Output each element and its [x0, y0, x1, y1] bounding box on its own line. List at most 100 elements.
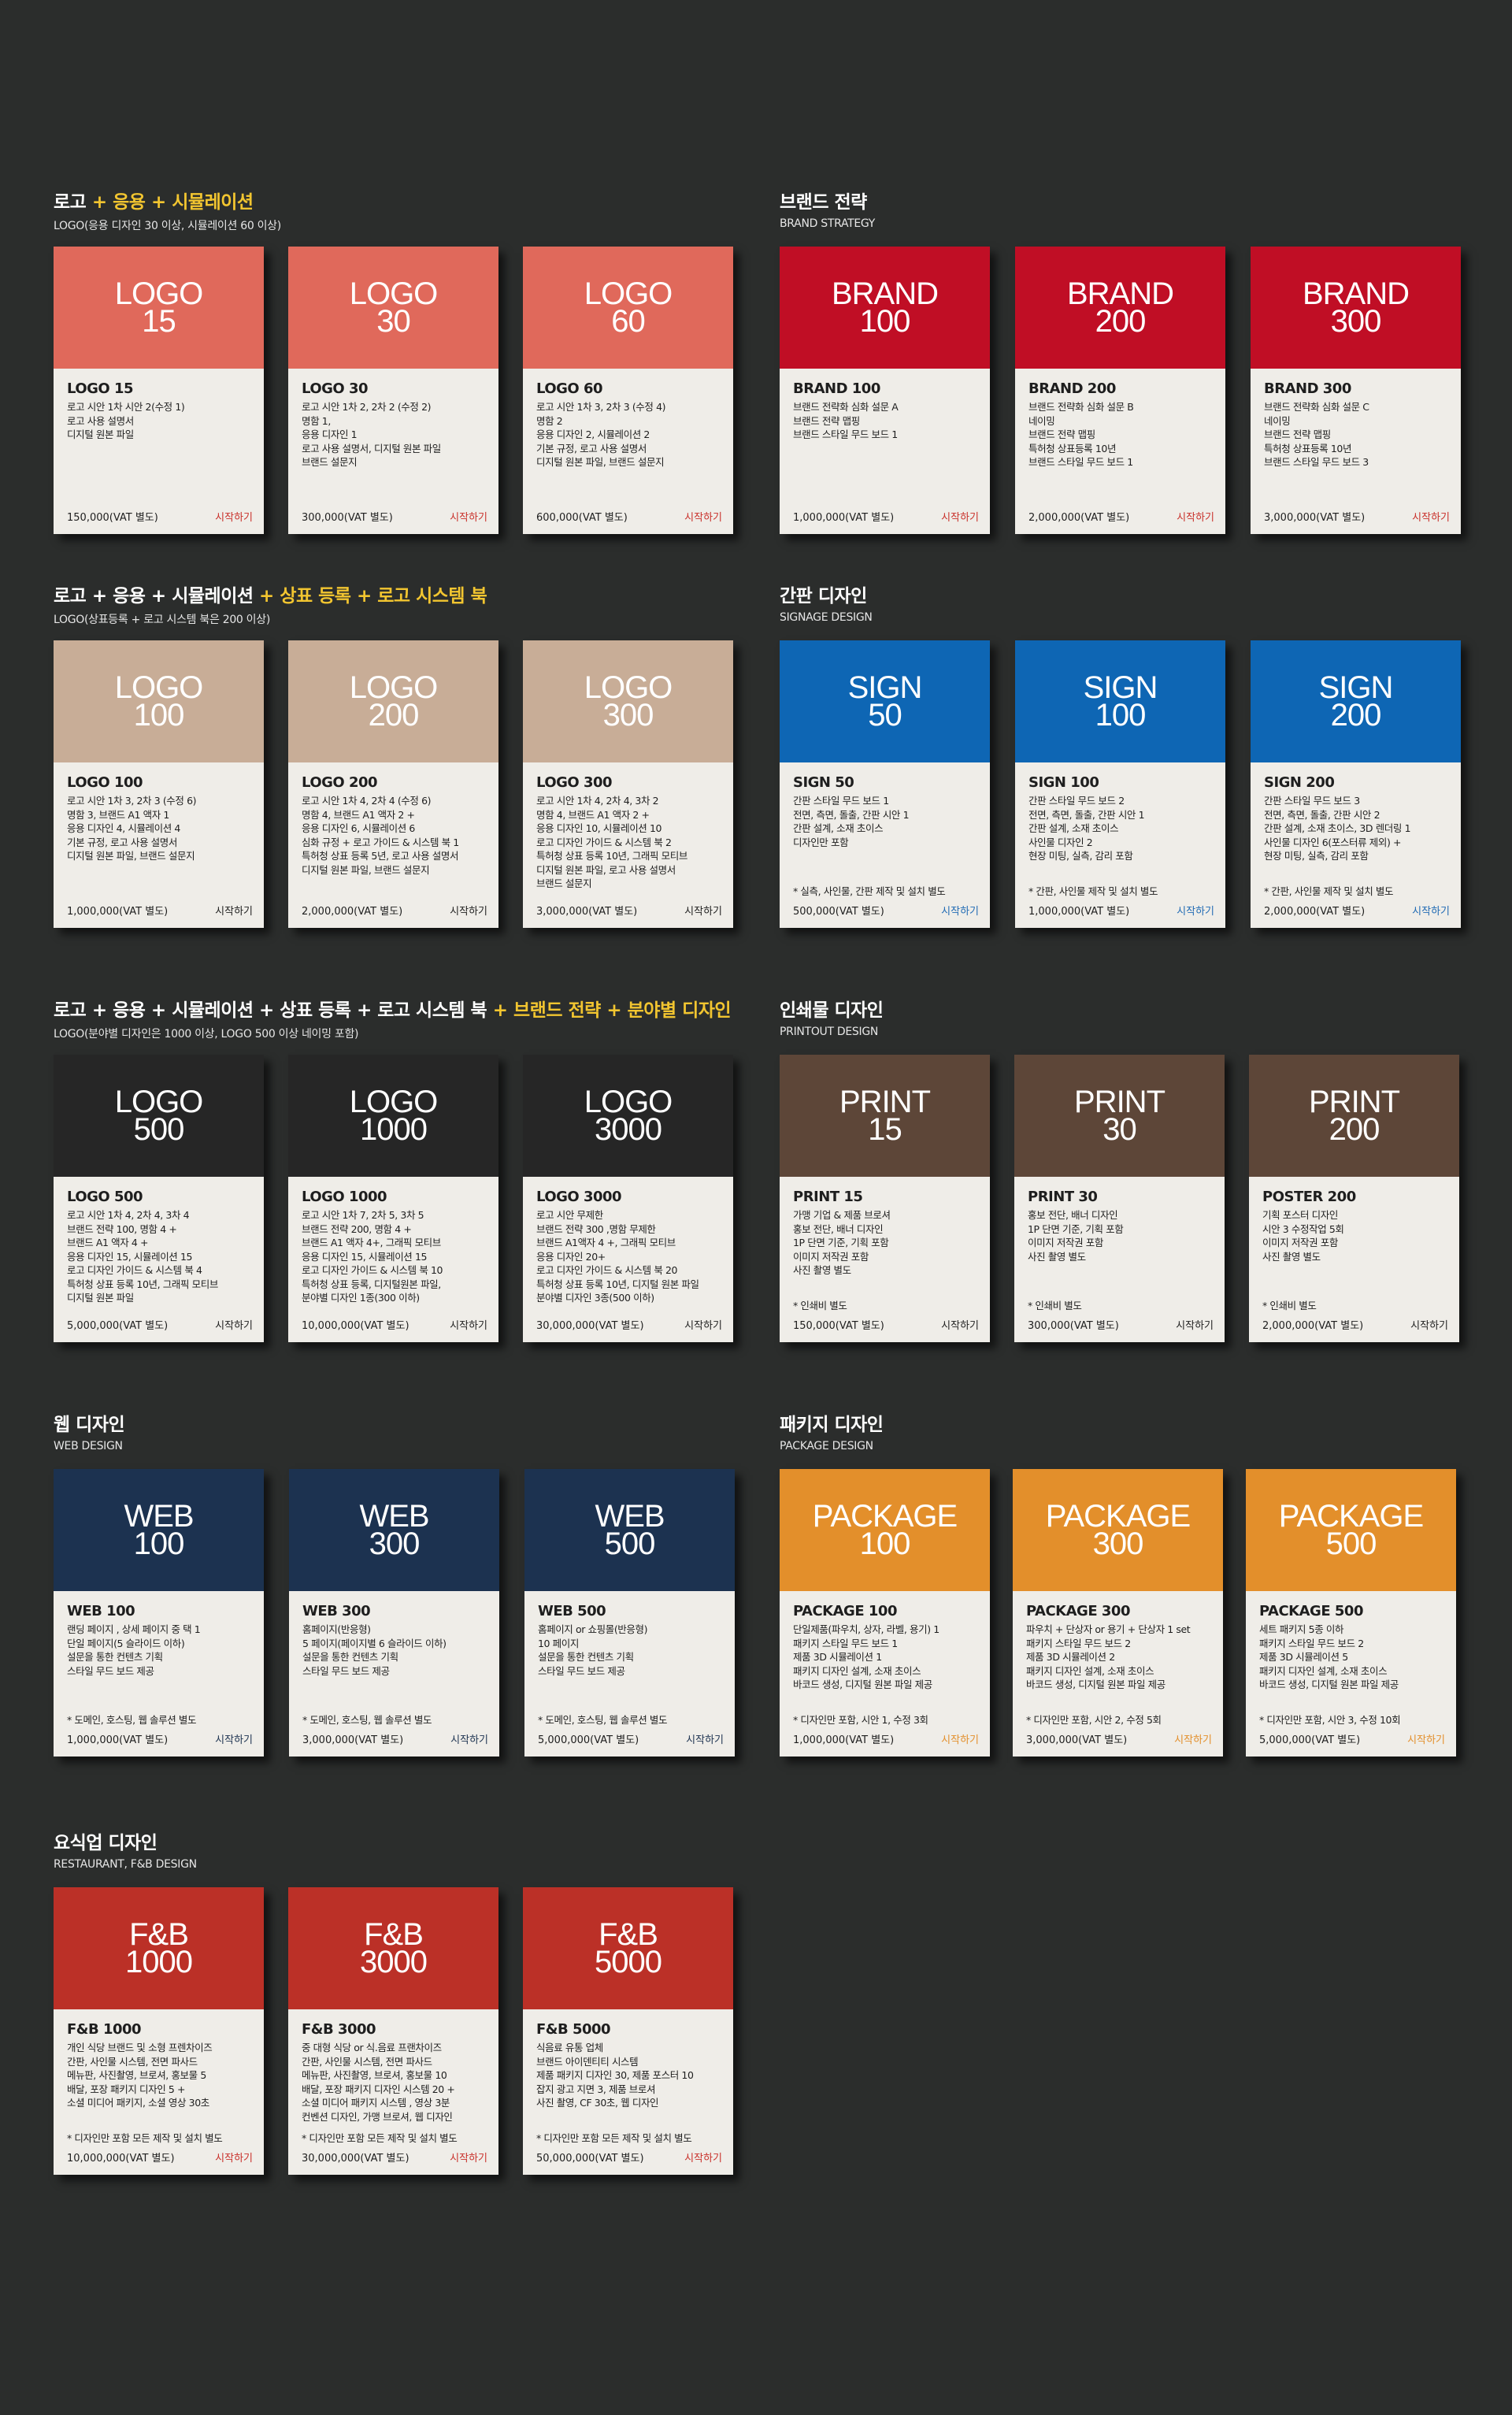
package-card[interactable]: PACKAGE 500 PACKAGE 500 세트 패키지 5종 이하 패키지 스타일… — [1246, 1469, 1456, 1757]
card-header-number: 300 — [1330, 303, 1382, 339]
package-card[interactable]: SIGN 100 SIGN 100 간판 스타일 무드 보드 2 전면, 측면, 돌출,… — [1015, 640, 1225, 928]
package-card[interactable]: PACKAGE 100 PACKAGE 100 단일제품(파우치, 상자, 라벨, 용… — [780, 1469, 990, 1757]
package-card[interactable]: PRINT 200 POSTER 200 기획 포스터 디자인 시안 3 수정작업 5회… — [1249, 1055, 1459, 1342]
card-feature-line: 로고 사용 설명서 — [67, 414, 134, 427]
package-card[interactable]: F&B 5000 F&B 5000 식음료 유통 업체 브랜드 아이덴티티 시스템 제품 … — [523, 1887, 733, 2175]
package-card[interactable]: F&B 1000 F&B 1000 개인 식당 브랜드 및 소형 프렌차이즈 간판, 사… — [54, 1887, 264, 2175]
start-button[interactable]: 시작하기 — [941, 1734, 979, 1746]
card-name: LOGO 30 — [302, 380, 369, 397]
start-button[interactable]: 시작하기 — [450, 1320, 487, 1332]
start-button[interactable]: 시작하기 — [450, 512, 487, 524]
package-card[interactable]: WEB 500 WEB 500 홈페이지 or 쇼핑몰(반응형) 10 페이지 설문을 통… — [524, 1469, 735, 1757]
card-header-label: WEB — [595, 1498, 665, 1534]
card-feature-line: 로고 시안 1차 시안 2(수정 1) — [67, 401, 185, 413]
start-button[interactable]: 시작하기 — [1412, 906, 1450, 918]
start-button[interactable]: 시작하기 — [1412, 512, 1450, 524]
card-feature-line: 제품 3D 시뮬레이션 1 — [793, 1651, 882, 1663]
package-card[interactable]: WEB 100 WEB 100 랜딩 페이지 , 상세 페이지 중 택 1 단일 페이지… — [54, 1469, 264, 1757]
card-header-number: 50 — [868, 697, 902, 733]
card-header-number: 500 — [133, 1111, 185, 1147]
package-card[interactable]: PRINT 15 PRINT 15 가맹 기업 & 제품 브로셔 홍보 전단, 배너 디… — [780, 1055, 990, 1342]
start-button[interactable]: 시작하기 — [684, 1320, 722, 1332]
package-card[interactable]: PRINT 30 PRINT 30 홍보 전단, 배너 디자인 1P 단면 기준, 기획… — [1014, 1055, 1225, 1342]
card-price: 3,000,000(VAT 별도) — [1026, 1734, 1128, 1746]
card-header-number: 5000 — [595, 1944, 662, 1979]
card-feature-line: 10 페이지 — [538, 1637, 579, 1649]
package-card[interactable]: BRAND 100 BRAND 100 브랜드 전략화 심화 설문 A 브랜드 전략 맵… — [780, 247, 990, 534]
card-feature-line: 랜딩 페이지 , 상세 페이지 중 택 1 — [67, 1623, 201, 1635]
card-feature-line: 패키지 스타일 무드 보드 2 — [1026, 1637, 1131, 1649]
card-list: SIGN 50 SIGN 50 간판 스타일 무드 보드 1 전면, 측면, 돌출, 간… — [780, 640, 1461, 928]
start-button[interactable]: 시작하기 — [1407, 1734, 1445, 1746]
card-header: BRAND 200 — [1015, 247, 1225, 369]
card-price: 5,000,000(VAT 별도) — [67, 1320, 169, 1332]
start-button[interactable]: 시작하기 — [684, 512, 722, 524]
start-button[interactable]: 시작하기 — [450, 1734, 488, 1746]
card-note: * 인쇄비 별도 — [1262, 1300, 1317, 1311]
package-card[interactable]: BRAND 300 BRAND 300 브랜드 전략화 심화 설문 C 네이밍 브랜드 전… — [1251, 247, 1461, 534]
card-feature-line: 로고 디자인 가이드 & 시스템 북 10 — [302, 1264, 443, 1276]
start-button[interactable]: 시작하기 — [941, 906, 979, 918]
card-feature-line: 브랜드 스타일 무드 보드 1 — [793, 428, 898, 440]
card-header: LOGO 3000 — [523, 1055, 733, 1177]
package-card[interactable]: WEB 300 WEB 300 홈페이지(반응형) 5 페이지(페이지별 6 슬라이드 … — [289, 1469, 499, 1757]
start-button[interactable]: 시작하기 — [450, 906, 487, 918]
start-button[interactable]: 시작하기 — [1410, 1320, 1448, 1332]
start-button[interactable]: 시작하기 — [941, 1320, 979, 1332]
package-card[interactable]: PACKAGE 300 PACKAGE 300 파우치 + 단상자 or 용기 + 단… — [1013, 1469, 1223, 1757]
start-button[interactable]: 시작하기 — [215, 512, 253, 524]
card-header: LOGO 300 — [523, 640, 733, 762]
start-button[interactable]: 시작하기 — [215, 2153, 253, 2165]
card-price: 600,000(VAT 별도) — [536, 512, 628, 524]
section-printout-design: 인쇄물 디자인 PRINTOUT DESIGN PRINT 15 PRINT 15 가… — [780, 995, 1459, 1342]
package-card[interactable]: LOGO 300 LOGO 300 로고 시안 1차 4, 2차 4, 3차 2 명함 … — [523, 640, 733, 928]
card-price: 50,000,000(VAT 별도) — [536, 2153, 644, 2165]
card-price: 500,000(VAT 별도) — [793, 906, 884, 918]
start-button[interactable]: 시작하기 — [215, 1734, 253, 1746]
package-card[interactable]: LOGO 3000 LOGO 3000 로고 시안 무제한 브랜드 전략 300 ,명함… — [523, 1055, 733, 1342]
card-feature-line: 응용 디자인 1 — [302, 428, 358, 440]
card-feature-line: 로고 디자인 가이드 & 시스템 북 2 — [536, 836, 672, 848]
start-button[interactable]: 시작하기 — [1176, 1320, 1214, 1332]
card-name: POSTER 200 — [1262, 1189, 1356, 1205]
card-note: * 도메인, 호스팅, 웹 솔루션 별도 — [67, 1714, 197, 1726]
start-button[interactable]: 시작하기 — [1177, 906, 1214, 918]
start-button[interactable]: 시작하기 — [684, 2153, 722, 2165]
package-card[interactable]: LOGO 100 LOGO 100 로고 시안 1차 3, 2차 3 (수정 6) 명함… — [54, 640, 264, 928]
start-button[interactable]: 시작하기 — [1174, 1734, 1212, 1746]
start-button[interactable]: 시작하기 — [1177, 512, 1214, 524]
card-feature-line: 로고 시안 1차 3, 2차 3 (수정 6) — [67, 795, 197, 807]
start-button[interactable]: 시작하기 — [684, 906, 722, 918]
package-card[interactable]: BRAND 200 BRAND 200 브랜드 전략화 심화 설문 B 네이밍 브랜드 전… — [1015, 247, 1225, 534]
package-card[interactable]: F&B 3000 F&B 3000 중 대형 식당 or 식.음료 프랜차이즈 간판, … — [288, 1887, 498, 2175]
package-card[interactable]: LOGO 200 LOGO 200 로고 시안 1차 4, 2차 4 (수정 6) 명함… — [288, 640, 498, 928]
card-feature-line: 간판 스타일 무드 보드 1 — [793, 795, 889, 807]
card-name: LOGO 300 — [536, 774, 613, 791]
card-body: F&B 1000 개인 식당 브랜드 및 소형 프렌차이즈 간판, 사인물 시스템,… — [67, 2021, 253, 2110]
card-feature-line: 전면, 측면, 돌출, 간판 시안 1 — [793, 808, 910, 821]
card-list: PRINT 15 PRINT 15 가맹 기업 & 제품 브로셔 홍보 전단, 배너 디… — [780, 1055, 1459, 1342]
start-button[interactable]: 시작하기 — [941, 512, 979, 524]
start-button[interactable]: 시작하기 — [215, 1320, 253, 1332]
start-button[interactable]: 시작하기 — [686, 1734, 724, 1746]
card-header: SIGN 200 — [1251, 640, 1461, 762]
package-card[interactable]: LOGO 15 LOGO 15 로고 시안 1차 시안 2(수정 1) 로고 사용 설명… — [54, 247, 264, 534]
package-card[interactable]: LOGO 30 LOGO 30 로고 시안 1차 2, 2차 2 (수정 2) 명함 1… — [288, 247, 498, 534]
start-button[interactable]: 시작하기 — [450, 2153, 487, 2165]
card-header-number: 200 — [368, 697, 420, 733]
card-price: 300,000(VAT 별도) — [1028, 1320, 1119, 1332]
card-header-label: PRINT — [1309, 1084, 1400, 1119]
card-feature-line: 로고 시안 1차 2, 2차 2 (수정 2) — [302, 401, 432, 413]
package-card[interactable]: SIGN 200 SIGN 200 간판 스타일 무드 보드 3 전면, 측면, 돌출,… — [1251, 640, 1461, 928]
package-card[interactable]: LOGO 500 LOGO 500 로고 시안 1차 4, 2차 4, 3차 4 브랜드… — [54, 1055, 264, 1342]
card-name: LOGO 15 — [67, 380, 134, 397]
start-button[interactable]: 시작하기 — [215, 906, 253, 918]
package-card[interactable]: SIGN 50 SIGN 50 간판 스타일 무드 보드 1 전면, 측면, 돌출, 간… — [780, 640, 990, 928]
card-list: PACKAGE 100 PACKAGE 100 단일제품(파우치, 상자, 라벨, 용… — [780, 1469, 1456, 1757]
card-feature-line: 패키지 스타일 무드 보드 2 — [1259, 1637, 1364, 1649]
package-card[interactable]: LOGO 60 LOGO 60 로고 시안 1차 3, 2차 3 (수정 4) 명함 2… — [523, 247, 733, 534]
card-feature-line: 간판 스타일 무드 보드 3 — [1264, 795, 1360, 807]
card-feature-line: 설문을 통한 컨텐츠 기획 — [67, 1651, 163, 1663]
section-title: 로고 + 응용 + 시뮬레이션 — [54, 192, 254, 213]
